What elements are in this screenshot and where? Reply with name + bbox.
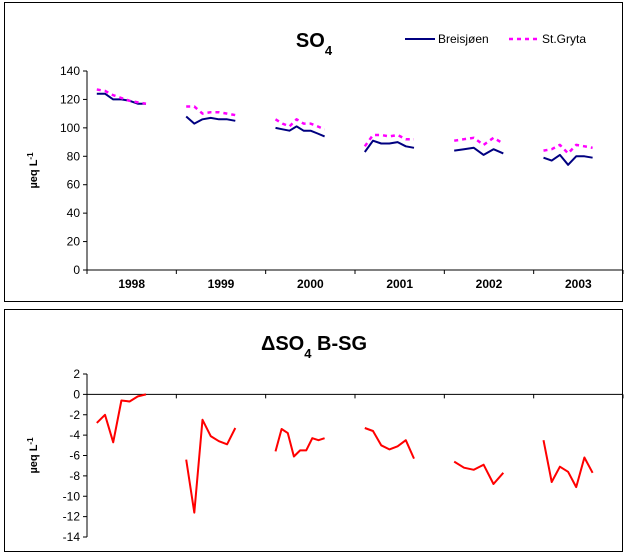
- series-1-segment-line: [274, 118, 326, 131]
- y-tick-label: 120: [60, 92, 80, 106]
- so4-chart-panel: SO4 µeq L-1 0 20 40 60 80 100 120 140 1998 1999 2000…: [4, 2, 624, 302]
- y-tick-label: 140: [60, 64, 80, 78]
- series-1-segment-line: [96, 88, 147, 105]
- y-tick-label: -10: [63, 489, 81, 503]
- chart-title: ΔSO4 B-SG: [261, 333, 367, 361]
- y-tick-label: 40: [67, 206, 81, 220]
- series-0-segment-line: [453, 460, 505, 485]
- series-1-segment-line: [363, 133, 414, 148]
- chart-title-main: ΔSO: [261, 333, 304, 355]
- y-tick-label: -12: [63, 510, 81, 524]
- x-category-label: 1998: [118, 277, 145, 291]
- chart-title: SO4: [296, 30, 333, 58]
- y-axis-label-superscript: -1: [26, 152, 35, 160]
- series-0-segment-line: [96, 92, 146, 105]
- series-0-segment-line: [454, 146, 504, 156]
- series-1-segment-line: [454, 136, 504, 147]
- y-axis-label-main: µeq L: [28, 159, 40, 188]
- x-category-label: 2001: [386, 277, 413, 291]
- so4-chart: SO4 µeq L-1 0 20 40 60 80 100 120 140 1998 1999 2000…: [26, 30, 624, 291]
- x-category-label: 2003: [565, 277, 592, 291]
- y-axis-label-superscript: -1: [26, 437, 35, 445]
- x-category-label: 1999: [208, 277, 235, 291]
- series-0-segment-line: [96, 393, 147, 444]
- legend-label-1: St.Gryta: [542, 32, 586, 46]
- series-0-segment-line: [274, 428, 325, 458]
- y-tick-label: -14: [63, 530, 81, 544]
- y-tick-label: -2: [69, 408, 80, 422]
- series-1-segment-line: [186, 105, 236, 117]
- x-category-label: 2000: [297, 277, 324, 291]
- y-tick-label: 0: [73, 387, 80, 401]
- chart-title-suffix: B-SG: [311, 333, 367, 355]
- chart-title-subscript: 4: [325, 43, 333, 58]
- chart-title-main: SO: [296, 30, 325, 52]
- chart-title-subscript: 4: [304, 346, 312, 361]
- series-0-segment-line: [543, 153, 593, 166]
- delta-so4-chart-panel: ΔSO4 B-SG µeq L-1 2 0 -2 -4 -6 -8 -10 -12 -14: [4, 309, 624, 552]
- y-tick-label: -4: [69, 428, 80, 442]
- y-tick-label: 20: [67, 235, 81, 249]
- y-tick-label: -8: [69, 469, 80, 483]
- y-tick-label: -6: [69, 449, 80, 463]
- series-0-segment-line: [185, 418, 237, 514]
- y-tick-label: 60: [67, 178, 81, 192]
- series-0-segment-line: [185, 115, 236, 125]
- y-axis-label-main: µeq L: [28, 444, 40, 473]
- y-axis-label: µeq L-1: [26, 437, 41, 474]
- y-tick-label: 0: [73, 263, 80, 277]
- y-tick-label: 80: [67, 149, 81, 163]
- y-axis-label: µeq L-1: [26, 152, 41, 189]
- series-0-segment-line: [363, 139, 415, 153]
- series-0-segment-line: [542, 440, 594, 489]
- y-tick-label: 2: [73, 367, 80, 381]
- legend-label-0: Breisjøen: [438, 32, 489, 46]
- series-1-segment-line: [543, 143, 593, 155]
- y-tick-label: 100: [60, 121, 80, 135]
- x-category-label: 2002: [476, 277, 503, 291]
- series-0-segment-line: [364, 427, 415, 460]
- series-0-segment-line: [275, 125, 325, 138]
